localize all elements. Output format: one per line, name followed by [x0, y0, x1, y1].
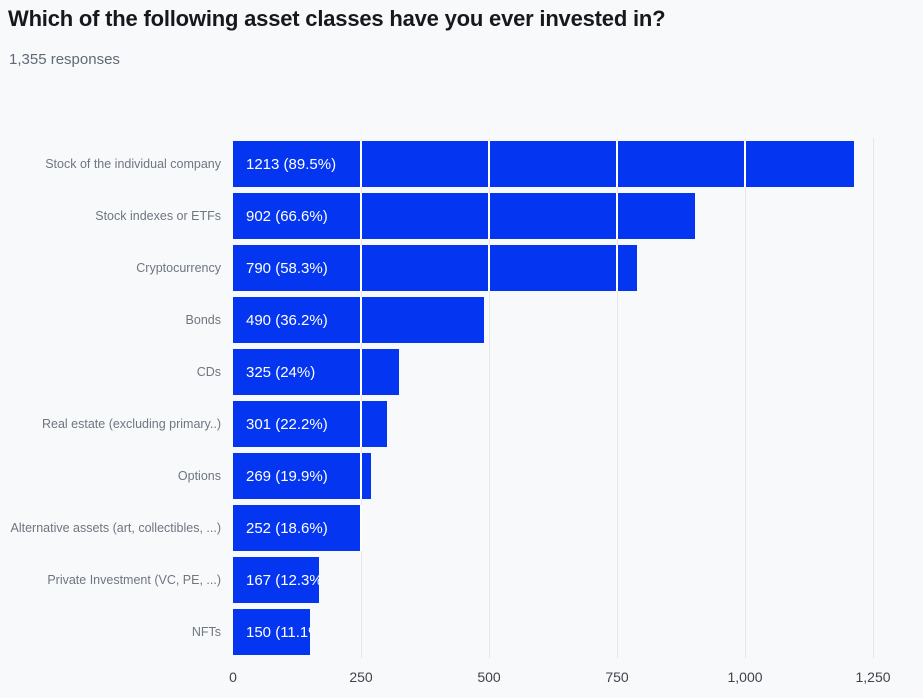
x-tick-1000: 1,000	[727, 669, 763, 685]
plot-cell: 150 (11.1%)	[233, 609, 873, 655]
chart-row: Bonds 490 (36.2%)	[0, 294, 923, 346]
bar-gridline-750	[616, 141, 618, 187]
bar-gridline-250	[360, 349, 362, 395]
bar-value-label: 150 (11.1%)	[246, 623, 310, 641]
bar-6[interactable]: 269 (19.9%)	[233, 453, 371, 499]
plot-cell: 902 (66.6%)	[233, 193, 873, 239]
bar-7[interactable]: 252 (18.6%)	[233, 505, 363, 551]
plot-cell: 269 (19.9%)	[233, 453, 873, 499]
category-label: Stock indexes or ETFs	[95, 208, 221, 223]
bar-gridline-250	[360, 245, 362, 291]
bar-gridline-750	[616, 193, 618, 239]
bar-value-label: 252 (18.6%)	[246, 519, 328, 537]
category-label: Cryptocurrency	[136, 260, 221, 275]
plot-cell: 325 (24%)	[233, 349, 873, 395]
plot-cell: 790 (58.3%)	[233, 245, 873, 291]
bar-value-label: 167 (12.3%)	[246, 571, 319, 589]
bar-8[interactable]: 167 (12.3%)	[233, 557, 319, 603]
x-axis: 0 250 500 750 1,000 1,250	[229, 669, 890, 691]
gridlines	[233, 138, 874, 658]
x-tick-750: 750	[605, 669, 629, 685]
gridline-1000	[745, 138, 746, 658]
x-tick-500: 500	[477, 669, 501, 685]
chart-row: Cryptocurrency 790 (58.3%)	[0, 242, 923, 294]
plot-cell: 1213 (89.5%)	[233, 141, 873, 187]
bar-gridline-250	[360, 453, 362, 499]
bar-1[interactable]: 902 (66.6%)	[233, 193, 695, 239]
category-label: Private Investment (VC, PE, ...)	[47, 572, 221, 587]
bar-3[interactable]: 490 (36.2%)	[233, 297, 484, 343]
bar-2[interactable]: 790 (58.3%)	[233, 245, 638, 291]
plot-cell: 167 (12.3%)	[233, 557, 873, 603]
category-label: Alternative assets (art, collectibles, .…	[10, 520, 222, 535]
bar-value-label: 902 (66.6%)	[246, 207, 328, 225]
chart-row: Options 269 (19.9%)	[0, 450, 923, 502]
bar-gridline-500	[488, 193, 490, 239]
bar-value-label: 269 (19.9%)	[246, 467, 328, 485]
chart-row: Stock indexes or ETFs 902 (66.6%)	[0, 190, 923, 242]
gridline-500	[489, 138, 490, 658]
plot-cell: 301 (22.2%)	[233, 401, 873, 447]
gridline-1250	[873, 138, 874, 658]
bar-gridline-250	[360, 193, 362, 239]
bar-gridline-500	[488, 245, 490, 291]
bar-gridline-1000	[744, 141, 746, 187]
bar-value-label: 490 (36.2%)	[246, 311, 328, 329]
bar-value-label: 325 (24%)	[246, 363, 316, 381]
bar-0[interactable]: 1213 (89.5%)	[233, 141, 855, 187]
chart-row: NFTs 150 (11.1%)	[0, 606, 923, 658]
bar-chart: Stock of the individual company 1213 (89.…	[0, 138, 923, 698]
bar-gridline-250	[360, 141, 362, 187]
chart-row: Real estate (excluding primary..) 301 (22…	[0, 398, 923, 450]
chart-row: CDs 325 (24%)	[0, 346, 923, 398]
category-label: Bonds	[185, 312, 221, 327]
x-tick-0: 0	[229, 669, 237, 685]
gridline-750	[617, 138, 618, 658]
chart-row: Stock of the individual company 1213 (89.…	[0, 138, 923, 190]
page-title: Which of the following asset classes hav…	[8, 6, 666, 31]
bar-gridline-250	[360, 401, 362, 447]
category-label: Real estate (excluding primary..)	[41, 416, 221, 431]
bar-4[interactable]: 325 (24%)	[233, 349, 400, 395]
bar-value-label: 1213 (89.5%)	[246, 155, 337, 173]
bar-5[interactable]: 301 (22.2%)	[233, 401, 388, 447]
chart-row: Alternative assets (art, collectibles, .…	[0, 502, 923, 554]
bar-gridline-250	[360, 297, 362, 343]
bar-gridline-750	[616, 245, 618, 291]
category-label: Stock of the individual company	[45, 156, 221, 171]
category-label: Options	[177, 468, 221, 483]
x-tick-1250: 1,250	[855, 669, 891, 685]
x-tick-250: 250	[349, 669, 373, 685]
category-label: NFTs	[191, 624, 221, 639]
bar-gridline-250	[360, 505, 362, 551]
plot-cell: 490 (36.2%)	[233, 297, 873, 343]
chart-rows: Stock of the individual company 1213 (89.…	[0, 138, 923, 658]
response-count: 1,355 responses	[9, 51, 120, 68]
bar-9[interactable]: 150 (11.1%)	[233, 609, 310, 655]
bar-value-label: 790 (58.3%)	[246, 259, 328, 277]
bar-gridline-500	[488, 141, 490, 187]
plot-cell: 252 (18.6%)	[233, 505, 873, 551]
category-label: CDs	[196, 364, 221, 379]
chart-row: Private Investment (VC, PE, ...) 167 (12.…	[0, 554, 923, 606]
bar-value-label: 301 (22.2%)	[246, 415, 328, 433]
gridline-250	[361, 138, 362, 658]
